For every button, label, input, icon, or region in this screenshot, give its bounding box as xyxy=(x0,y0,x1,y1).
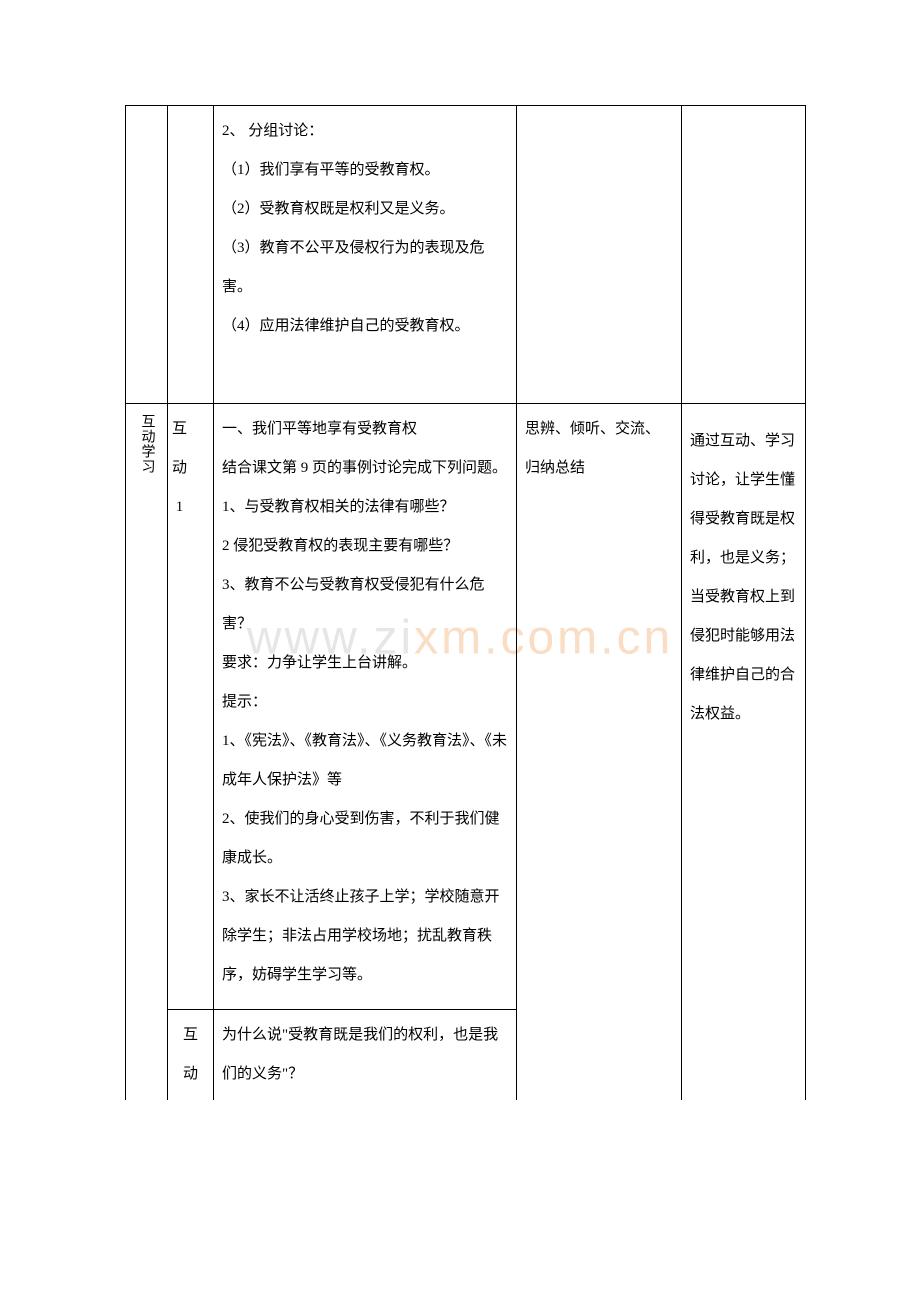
r2ac2: 互 动 1 xyxy=(168,404,214,1010)
r2ac3-l1: 结合课文第 9 页的事例讨论完成下列问题。 xyxy=(222,449,508,488)
r1c3-line3: （3）教育不公平及侵权行为的表现及危害。 xyxy=(222,229,508,307)
r2ac3-l0: 一、我们平等地享有受教育权 xyxy=(222,410,508,449)
table-row-2a: 互动学习 互 动 1 一、我们平等地享有受教育权 结合课文第 9 页的事例讨论完… xyxy=(126,404,806,1010)
r1c3: 2、 分组讨论： （1）我们享有平等的受教育权。 （2）受教育权既是权利又是义务… xyxy=(214,106,517,404)
r1c5 xyxy=(682,106,806,404)
lesson-plan-table: 2、 分组讨论： （1）我们享有平等的受教育权。 （2）受教育权既是权利又是义务… xyxy=(125,105,806,1100)
r2bc3: 为什么说"受教育既是我们的权利，也是我们的义务"？ xyxy=(214,1010,517,1101)
r2c1-vertical: 互动学习 xyxy=(137,404,157,474)
r2c4: 思辨、倾听、交流、归纳总结 xyxy=(517,404,682,1101)
r2c1: 互动学习 xyxy=(126,404,168,1101)
r2bc3-text: 为什么说"受教育既是我们的权利，也是我们的义务"？ xyxy=(214,1010,516,1100)
r2ac3-l2: 1、与受教育权相关的法律有哪些？ xyxy=(222,488,508,527)
r1c4 xyxy=(517,106,682,404)
r2c5: 通过互动、学习讨论，让学生懂得受教育既是权利，也是义务；当受教育权上到侵犯时能够… xyxy=(682,404,806,1101)
r2ac3-l7: 1、《宪法》、《教育法》、《义务教育法》、《未成年人保护法》等 xyxy=(222,722,508,800)
r2ac3-l3: 2 侵犯受教育权的表现主要有哪些？ xyxy=(222,527,508,566)
r2ac3-l4: 3、教育不公与受教育权受侵犯有什么危害？ xyxy=(222,566,508,644)
r2bc2-l0: 互 xyxy=(172,1016,209,1055)
r2ac2-l2: 1 xyxy=(172,488,187,527)
r2bc2-l1: 动 xyxy=(172,1055,209,1094)
r2ac3-l8: 2、使我们的身心受到伤害，不利于我们健康成长。 xyxy=(222,800,508,878)
r1c3-line2: （2）受教育权既是权利又是义务。 xyxy=(222,190,508,229)
r1c3-line0: 2、 分组讨论： xyxy=(222,112,508,151)
r2c5-text: 通过互动、学习讨论，让学生懂得受教育既是权利，也是义务；当受教育权上到侵犯时能够… xyxy=(682,404,805,740)
r1c1 xyxy=(126,106,168,404)
r1c3-line1: （1）我们享有平等的受教育权。 xyxy=(222,151,508,190)
r2ac2-l0: 互 xyxy=(172,410,187,449)
r2ac3-l6: 提示： xyxy=(222,683,508,722)
r2ac3: 一、我们平等地享有受教育权 结合课文第 9 页的事例讨论完成下列问题。 1、与受… xyxy=(214,404,517,1010)
r2c4-text: 思辨、倾听、交流、归纳总结 xyxy=(517,404,681,494)
r2ac2-l1: 动 xyxy=(172,449,187,488)
r1c3-line4: （4）应用法律维护自己的受教育权。 xyxy=(222,307,508,346)
r2ac3-l5: 要求：力争让学生上台讲解。 xyxy=(222,644,508,683)
r2ac3-l9: 3、家长不让活终止孩子上学；学校随意开除学生；非法占用学校场地；扰乱教育秩序，妨… xyxy=(222,878,508,995)
r1c2 xyxy=(168,106,214,404)
table-row-1: 2、 分组讨论： （1）我们享有平等的受教育权。 （2）受教育权既是权利又是义务… xyxy=(126,106,806,404)
r2bc2: 互 动 xyxy=(168,1010,214,1101)
